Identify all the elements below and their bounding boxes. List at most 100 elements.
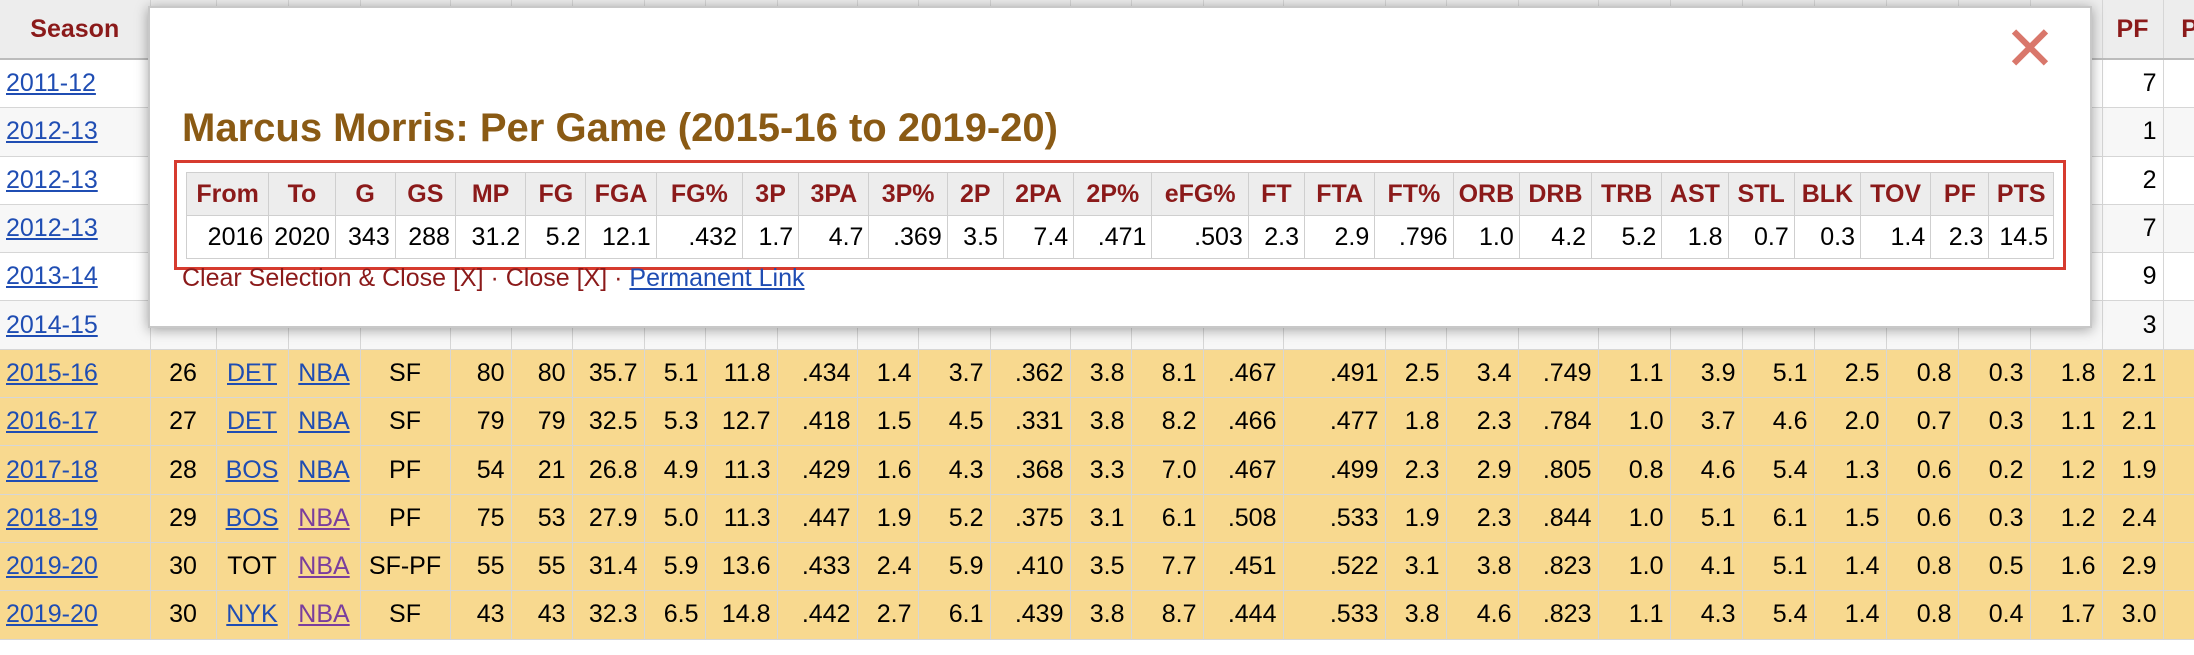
- table-cell: .439: [990, 590, 1071, 640]
- league-link[interactable]: NBA: [298, 503, 350, 532]
- close-link[interactable]: Close [X]: [505, 264, 608, 292]
- table-cell: 2.3: [1446, 397, 1519, 447]
- table-cell: PF: [360, 494, 451, 543]
- table-cell: 1.2: [2030, 494, 2103, 543]
- table-cell: 12.7: [705, 397, 778, 447]
- summary-column-header: 2PA: [1002, 172, 1075, 216]
- table-cell: 2.5: [1385, 349, 1447, 399]
- team-link[interactable]: DET: [227, 407, 277, 436]
- table-cell: 2: [2102, 156, 2164, 205]
- table-cell: 2012-13: [0, 156, 151, 205]
- summary-column-header: FG: [525, 172, 587, 216]
- table-cell: 2018-19: [0, 494, 151, 543]
- table-cell: 3: [2102, 300, 2164, 350]
- table-row[interactable]: 2019-20 30 NYK NBA SF 43 43 32.3 6.5 14.8.442 2.7 6…: [0, 590, 2194, 640]
- table-cell: 10.4: [2163, 300, 2194, 350]
- table-row[interactable]: 2017-18 28 BOS NBA PF 54 21 26.8 4.9 11.3.429 1.6 4…: [0, 445, 2194, 495]
- season-link[interactable]: 2012-13: [6, 214, 98, 243]
- table-cell: 1.1: [1598, 349, 1671, 399]
- table-cell: 5.1: [1670, 494, 1743, 543]
- summary-header-row: From To G GS MP FG FGA FG% 3P 3PA 3P% 2P 2PA 2P% eFG% F…: [185, 172, 2054, 216]
- table-cell: 30: [150, 590, 217, 640]
- table-cell: 79: [450, 397, 512, 447]
- column-header[interactable]: Season: [0, 0, 151, 60]
- summary-column-header: BLK: [1793, 172, 1862, 216]
- table-row[interactable]: 2016-17 27 DET NBA SF 79 79 32.5 5.3 12.7.418 1.5 4…: [0, 397, 2194, 447]
- table-cell: SF: [360, 590, 451, 640]
- table-cell: 1.0: [1598, 542, 1671, 592]
- summary-cell: 0.7: [1727, 215, 1795, 259]
- league-link[interactable]: NBA: [298, 552, 350, 581]
- season-link[interactable]: 2011-12: [6, 69, 96, 98]
- season-link[interactable]: 2017-18: [6, 455, 98, 484]
- season-link[interactable]: 2014-15: [6, 310, 98, 339]
- table-cell: NBA: [288, 397, 361, 447]
- summary-cell: 4.2: [1518, 215, 1593, 259]
- table-cell: PF: [360, 445, 451, 495]
- table-cell: 14.1: [2163, 349, 2194, 399]
- permanent-link[interactable]: Permanent Link: [629, 264, 805, 292]
- table-cell: NBA: [288, 349, 361, 399]
- table-cell: 4.6: [1446, 590, 1519, 640]
- column-header[interactable]: PTS: [2163, 0, 2194, 60]
- table-cell: 29: [150, 494, 217, 543]
- season-link[interactable]: 2013-14: [6, 262, 98, 291]
- league-link[interactable]: NBA: [298, 358, 350, 387]
- summary-column-header: 2P%: [1073, 172, 1153, 216]
- season-link[interactable]: 2012-13: [6, 165, 98, 194]
- league-link[interactable]: NBA: [298, 600, 350, 629]
- table-cell: .823: [1518, 542, 1599, 592]
- table-cell: 1.6: [2030, 542, 2103, 592]
- season-link[interactable]: 2019-20: [6, 600, 98, 629]
- table-cell: 7.7: [1131, 542, 1204, 592]
- season-link[interactable]: 2019-20: [6, 552, 98, 581]
- summary-cell: 31.2: [454, 215, 527, 259]
- table-cell: 2.7: [857, 590, 919, 640]
- table-cell: 17.4: [2163, 542, 2194, 592]
- table-cell: .749: [1518, 349, 1599, 399]
- table-cell: 11.3: [705, 494, 778, 543]
- table-cell: 2.4: [857, 542, 919, 592]
- table-row[interactable]: 2018-19 29 BOS NBA PF 75 53 27.9 5.0 11.3.447 1.9 5…: [0, 494, 2194, 543]
- table-cell: 1.1: [2030, 397, 2103, 447]
- season-link[interactable]: 2012-13: [6, 117, 98, 146]
- table-row[interactable]: 2015-16 26 DET NBA SF 80 80 35.7 5.1 11.8.434 1.4 3…: [0, 349, 2194, 399]
- table-row[interactable]: 2019-20 30 TOT NBA SF-PF 55 55 31.4 5.9 13.6.433 2…: [0, 542, 2194, 592]
- table-cell: 5.9: [918, 542, 991, 592]
- table-cell: 1.8: [1385, 397, 1447, 447]
- team-link[interactable]: NYK: [226, 600, 278, 629]
- table-cell: 3.5: [1070, 542, 1132, 592]
- summary-cell: .471: [1073, 215, 1153, 259]
- season-link[interactable]: 2018-19: [6, 503, 98, 532]
- table-cell: 1.5: [1814, 494, 1887, 543]
- close-icon[interactable]: ✕: [2004, 12, 2056, 85]
- clear-selection-close-link[interactable]: Clear Selection & Close [X]: [182, 264, 484, 292]
- team-link[interactable]: BOS: [225, 455, 279, 484]
- table-cell: SF: [360, 349, 451, 399]
- league-link[interactable]: NBA: [298, 407, 350, 436]
- table-cell: 8.1: [1131, 349, 1204, 399]
- table-cell: .362: [990, 349, 1071, 399]
- summary-column-header: FT: [1247, 172, 1306, 216]
- table-cell: 2.3: [1385, 445, 1447, 495]
- team-link[interactable]: BOS: [225, 503, 279, 532]
- table-cell: TOT: [216, 542, 289, 592]
- table-cell: 2019-20: [0, 542, 151, 592]
- table-cell: 4.1: [1670, 542, 1743, 592]
- table-cell: 1.9: [857, 494, 919, 543]
- team-link[interactable]: DET: [227, 358, 277, 387]
- season-link[interactable]: 2015-16: [6, 358, 98, 387]
- summary-cell: 1.8: [1661, 215, 1729, 259]
- summary-table: From To G GS MP FG FGA FG% 3P 3PA 3P% 2P 2PA 2P% eFG% F…: [185, 172, 2054, 259]
- table-cell: .451: [1203, 542, 1284, 592]
- table-cell: 32.5: [572, 397, 645, 447]
- column-header[interactable]: PF: [2102, 0, 2164, 60]
- summary-values-row: 2016 2020 343 288 31.2 5.2 12.1.432 1.7 4.7.369 3…: [185, 215, 2054, 259]
- summary-column-header: 3P: [741, 172, 800, 216]
- table-cell: 14.8: [705, 590, 778, 640]
- table-cell: NBA: [288, 542, 361, 592]
- table-cell: 5.0: [644, 494, 706, 543]
- season-link[interactable]: 2016-17: [6, 407, 98, 436]
- league-link[interactable]: NBA: [298, 455, 350, 484]
- table-cell: .368: [990, 445, 1071, 495]
